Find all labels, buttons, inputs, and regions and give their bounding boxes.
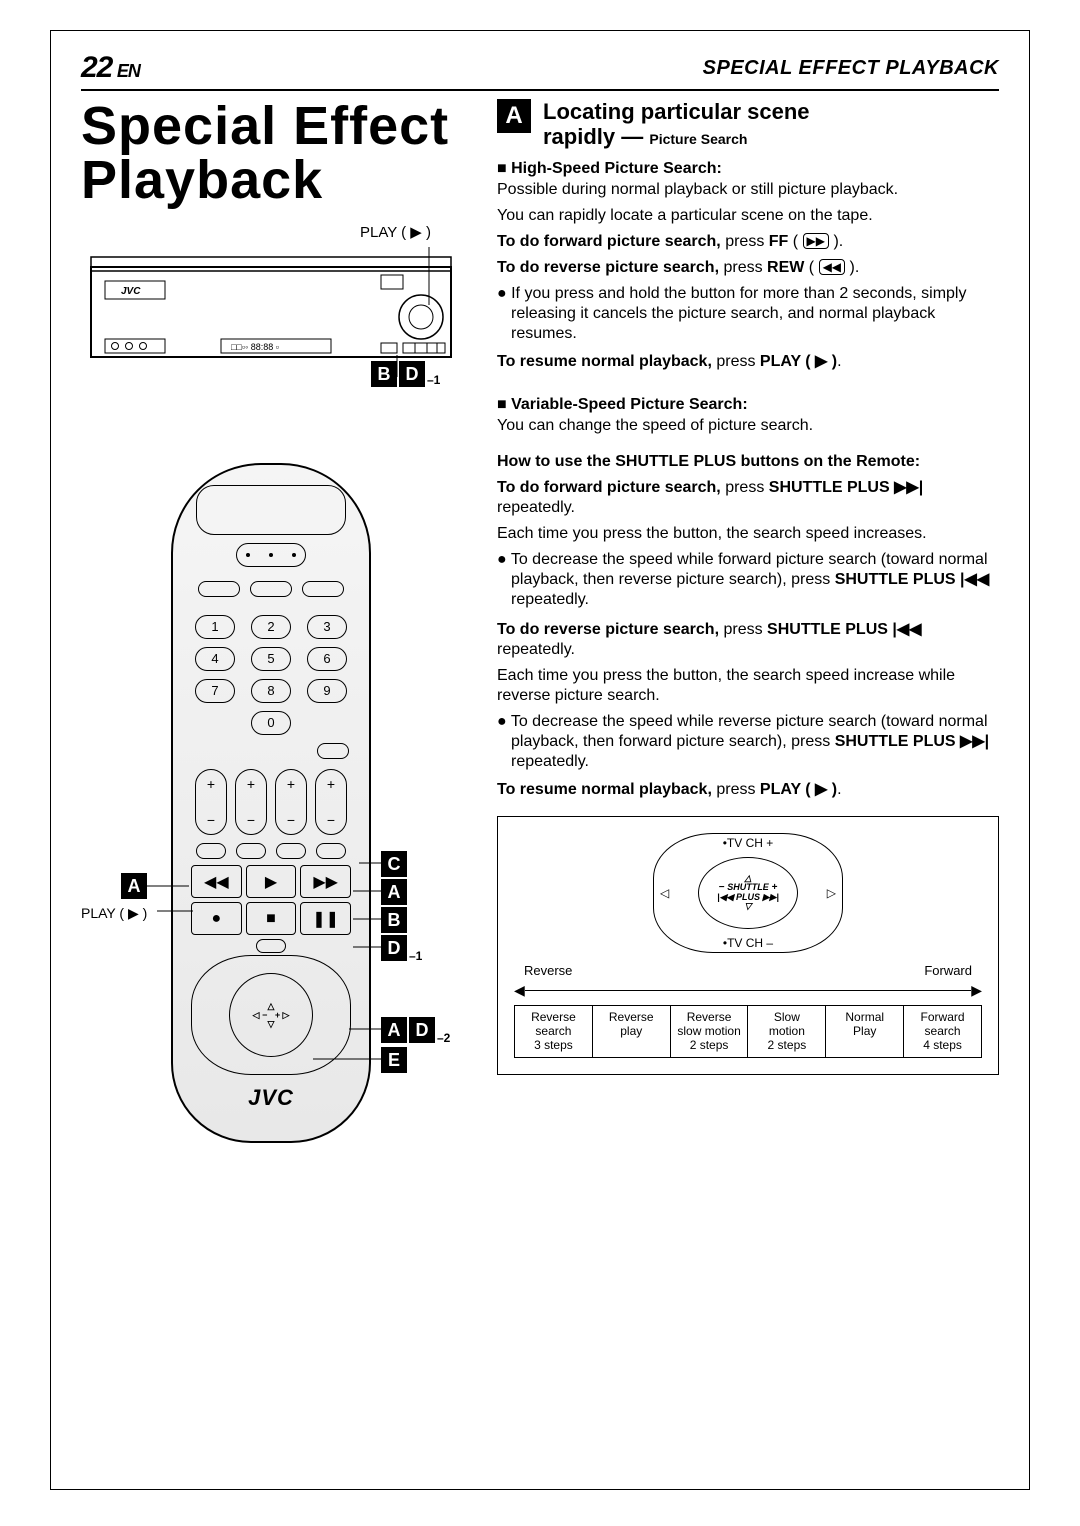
vcr-play-label: PLAY ( ▶ ) [81,223,461,241]
page-number: 22 EN [81,51,140,85]
page-border: 22 EN SPECIAL EFFECT PLAYBACK Special Ef… [50,30,1030,1490]
p3: To do forward picture search, press FF (… [497,232,999,252]
steps-table: Reversesearch3 steps Reverseplay Reverse… [514,1005,982,1058]
ff-icon: ▶▶ [803,233,829,249]
main-title: Special Effect Playback [81,99,471,207]
p7: How to use the SHUTTLE PLUS buttons on t… [497,452,999,472]
p10: To do reverse picture search, press SHUT… [497,620,999,660]
section-a-heading: A Locating particular scene rapidly — Pi… [497,99,999,150]
vcr-illustration: PLAY ( ▶ ) JVC □□▫◦ 88:88 ▫ [81,223,461,403]
rew-icon: ◀◀ [819,259,845,275]
vcr-callout-bd: BD–1 [371,361,440,387]
li3: To decrease the speed while reverse pict… [497,712,999,772]
left-column: Special Effect Playback PLAY ( ▶ ) JVC [81,99,471,1183]
svg-text:□□▫◦ 88:88 ▫: □□▫◦ 88:88 ▫ [231,342,279,352]
shuttle-diagram: •TV CH + •TV CH – ◁ ▷ △ − SHUTTLE + |◀◀ … [497,816,999,1075]
p6: You can change the speed of picture sear… [497,416,999,436]
p9: Each time you press the button, the sear… [497,524,999,544]
svg-text:JVC: JVC [121,286,141,297]
h2: Variable-Speed Picture Search: [497,396,999,414]
p11: Each time you press the button, the sear… [497,666,999,706]
p5: To resume normal playback, press PLAY ( … [497,352,999,372]
h1: High-Speed Picture Search: [497,160,999,178]
right-column: A Locating particular scene rapidly — Pi… [497,99,999,1183]
page-header: 22 EN SPECIAL EFFECT PLAYBACK [81,51,999,91]
p8: To do forward picture search, press SHUT… [497,478,999,518]
p1: Possible during normal playback or still… [497,180,999,200]
vcr-svg: JVC □□▫◦ 88:88 ▫ [81,247,461,377]
remote-illustration: 1 2 3 4 5 6 7 8 9 0 +− +− [81,463,461,1183]
p4: To do reverse picture search, press REW … [497,258,999,278]
reverse-label: Reverse [524,963,572,978]
forward-label: Forward [924,963,972,978]
shuttle-pad: •TV CH + •TV CH – ◁ ▷ △ − SHUTTLE + |◀◀ … [653,833,843,953]
header-section-title: SPECIAL EFFECT PLAYBACK [703,57,999,80]
p12: To resume normal playback, press PLAY ( … [497,780,999,800]
li1: If you press and hold the button for mor… [497,284,999,344]
li2: To decrease the speed while forward pict… [497,550,999,610]
p2: You can rapidly locate a particular scen… [497,206,999,226]
